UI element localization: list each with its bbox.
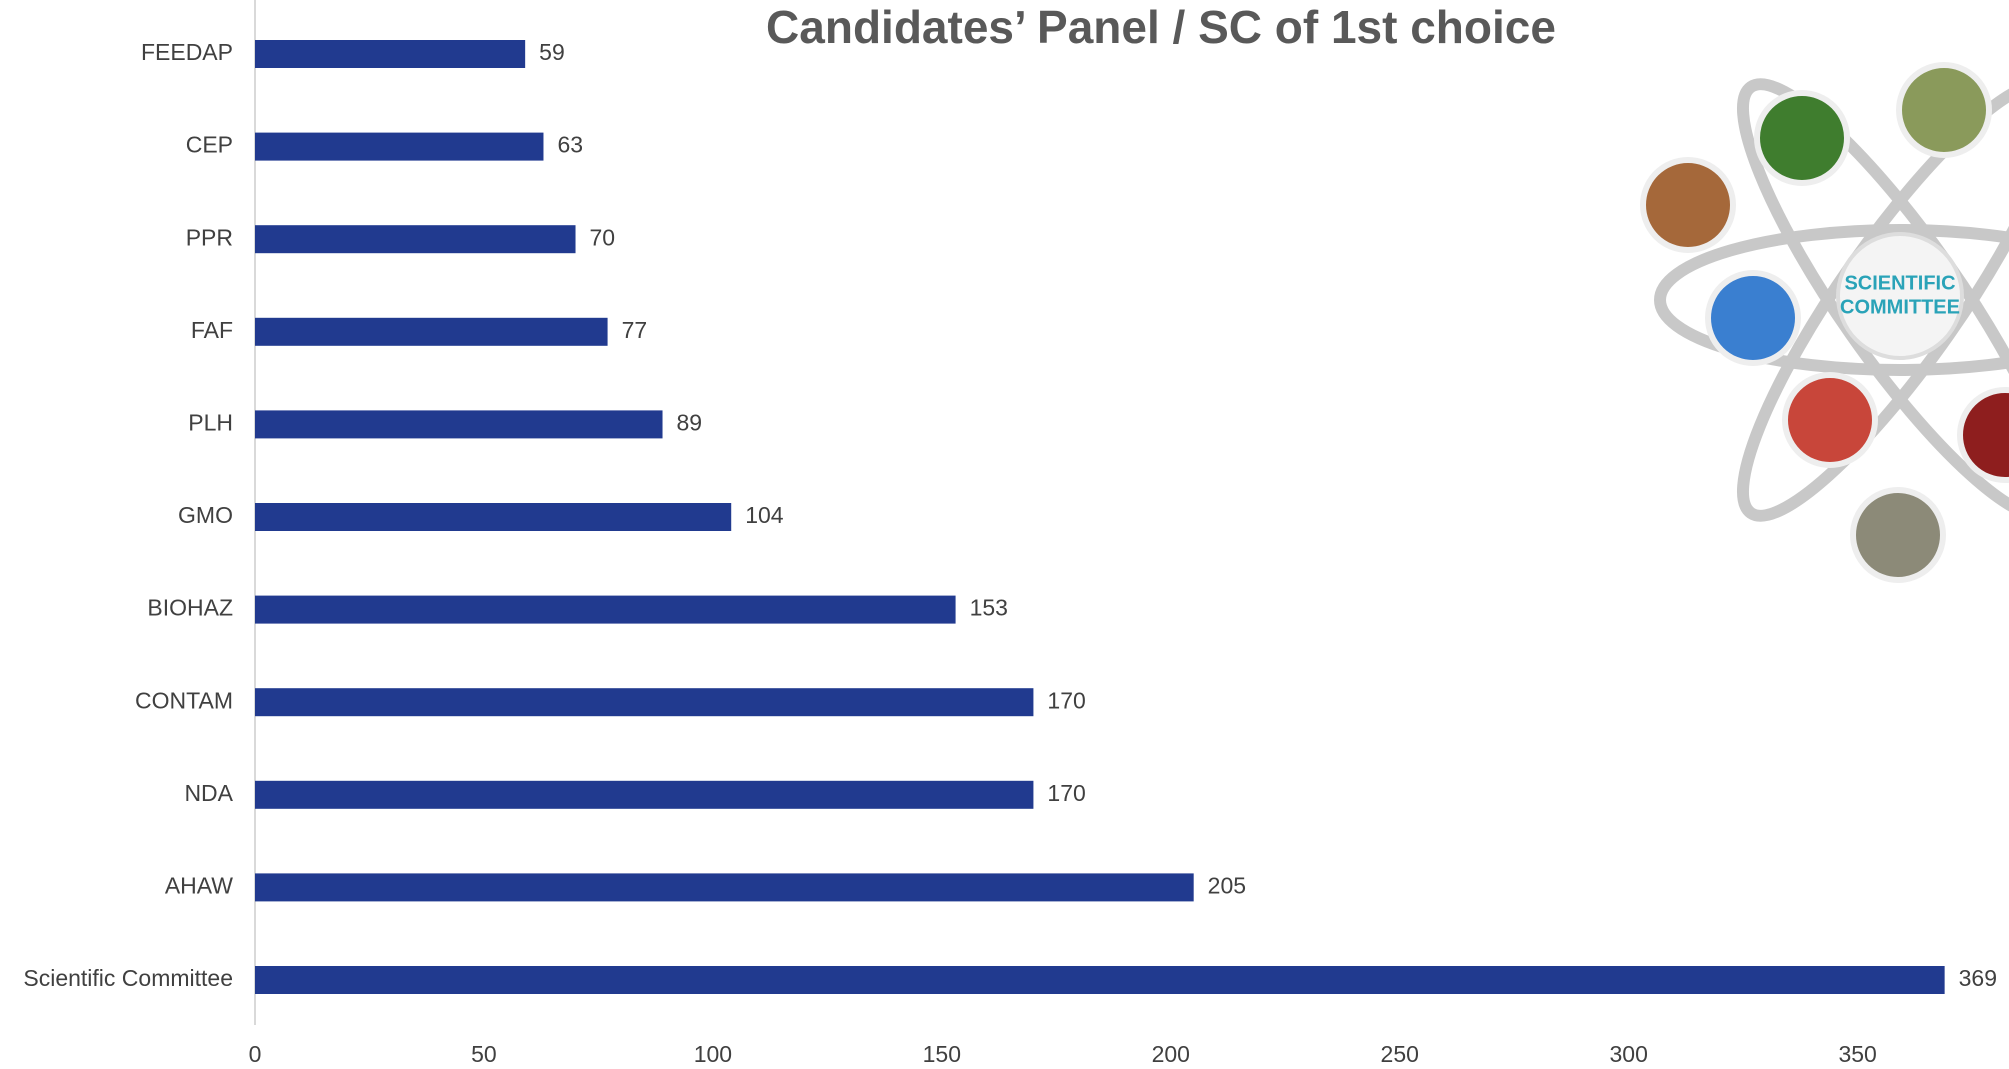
y-tick-label: FEEDAP xyxy=(141,39,233,65)
bar xyxy=(255,688,1034,717)
y-tick-label: Scientific Committee xyxy=(23,965,233,991)
chart-title: Candidates’ Panel / SC of 1st choice xyxy=(766,1,1556,53)
bar xyxy=(255,966,1945,994)
value-label: 77 xyxy=(622,317,648,343)
value-label: 70 xyxy=(590,224,616,250)
x-tick-label: 0 xyxy=(249,1041,262,1067)
y-tick-label: AHAW xyxy=(165,872,233,898)
x-tick-label: 200 xyxy=(1152,1041,1190,1067)
x-tick-label: 300 xyxy=(1609,1041,1647,1067)
x-tick-label: 50 xyxy=(471,1041,497,1067)
bar xyxy=(255,873,1194,902)
bar xyxy=(255,225,576,254)
logo-text: SCIENTIFIC xyxy=(1844,272,1955,294)
bar xyxy=(255,780,1034,809)
logo-text: COMMITTEE xyxy=(1840,296,1960,318)
y-tick-label: FAF xyxy=(191,317,233,343)
value-label: 170 xyxy=(1047,780,1085,806)
x-tick-label: 150 xyxy=(923,1041,961,1067)
value-label: 104 xyxy=(745,502,784,528)
y-tick-label: BIOHAZ xyxy=(147,595,233,621)
bar xyxy=(255,40,526,68)
y-tick-label: CEP xyxy=(186,132,233,158)
decoration xyxy=(1640,62,2009,583)
value-label: 369 xyxy=(1959,965,1997,991)
x-tick-label: 250 xyxy=(1381,1041,1419,1067)
bar xyxy=(255,132,544,161)
value-label: 170 xyxy=(1047,687,1085,713)
x-tick-label: 350 xyxy=(1838,1041,1876,1067)
y-tick-label: CONTAM xyxy=(135,687,233,713)
y-tick-label: NDA xyxy=(184,780,233,806)
bar xyxy=(255,503,732,531)
bar xyxy=(255,595,956,624)
value-label: 59 xyxy=(539,39,565,65)
value-label: 153 xyxy=(970,595,1008,621)
x-tick-label: 100 xyxy=(694,1041,732,1067)
y-tick-label: PPR xyxy=(186,224,233,250)
value-label: 89 xyxy=(677,409,703,435)
bar xyxy=(255,410,663,439)
value-label: 63 xyxy=(557,132,583,158)
bar xyxy=(255,317,608,346)
value-label: 205 xyxy=(1208,872,1246,898)
y-tick-label: PLH xyxy=(188,409,233,435)
y-tick-label: GMO xyxy=(178,502,233,528)
